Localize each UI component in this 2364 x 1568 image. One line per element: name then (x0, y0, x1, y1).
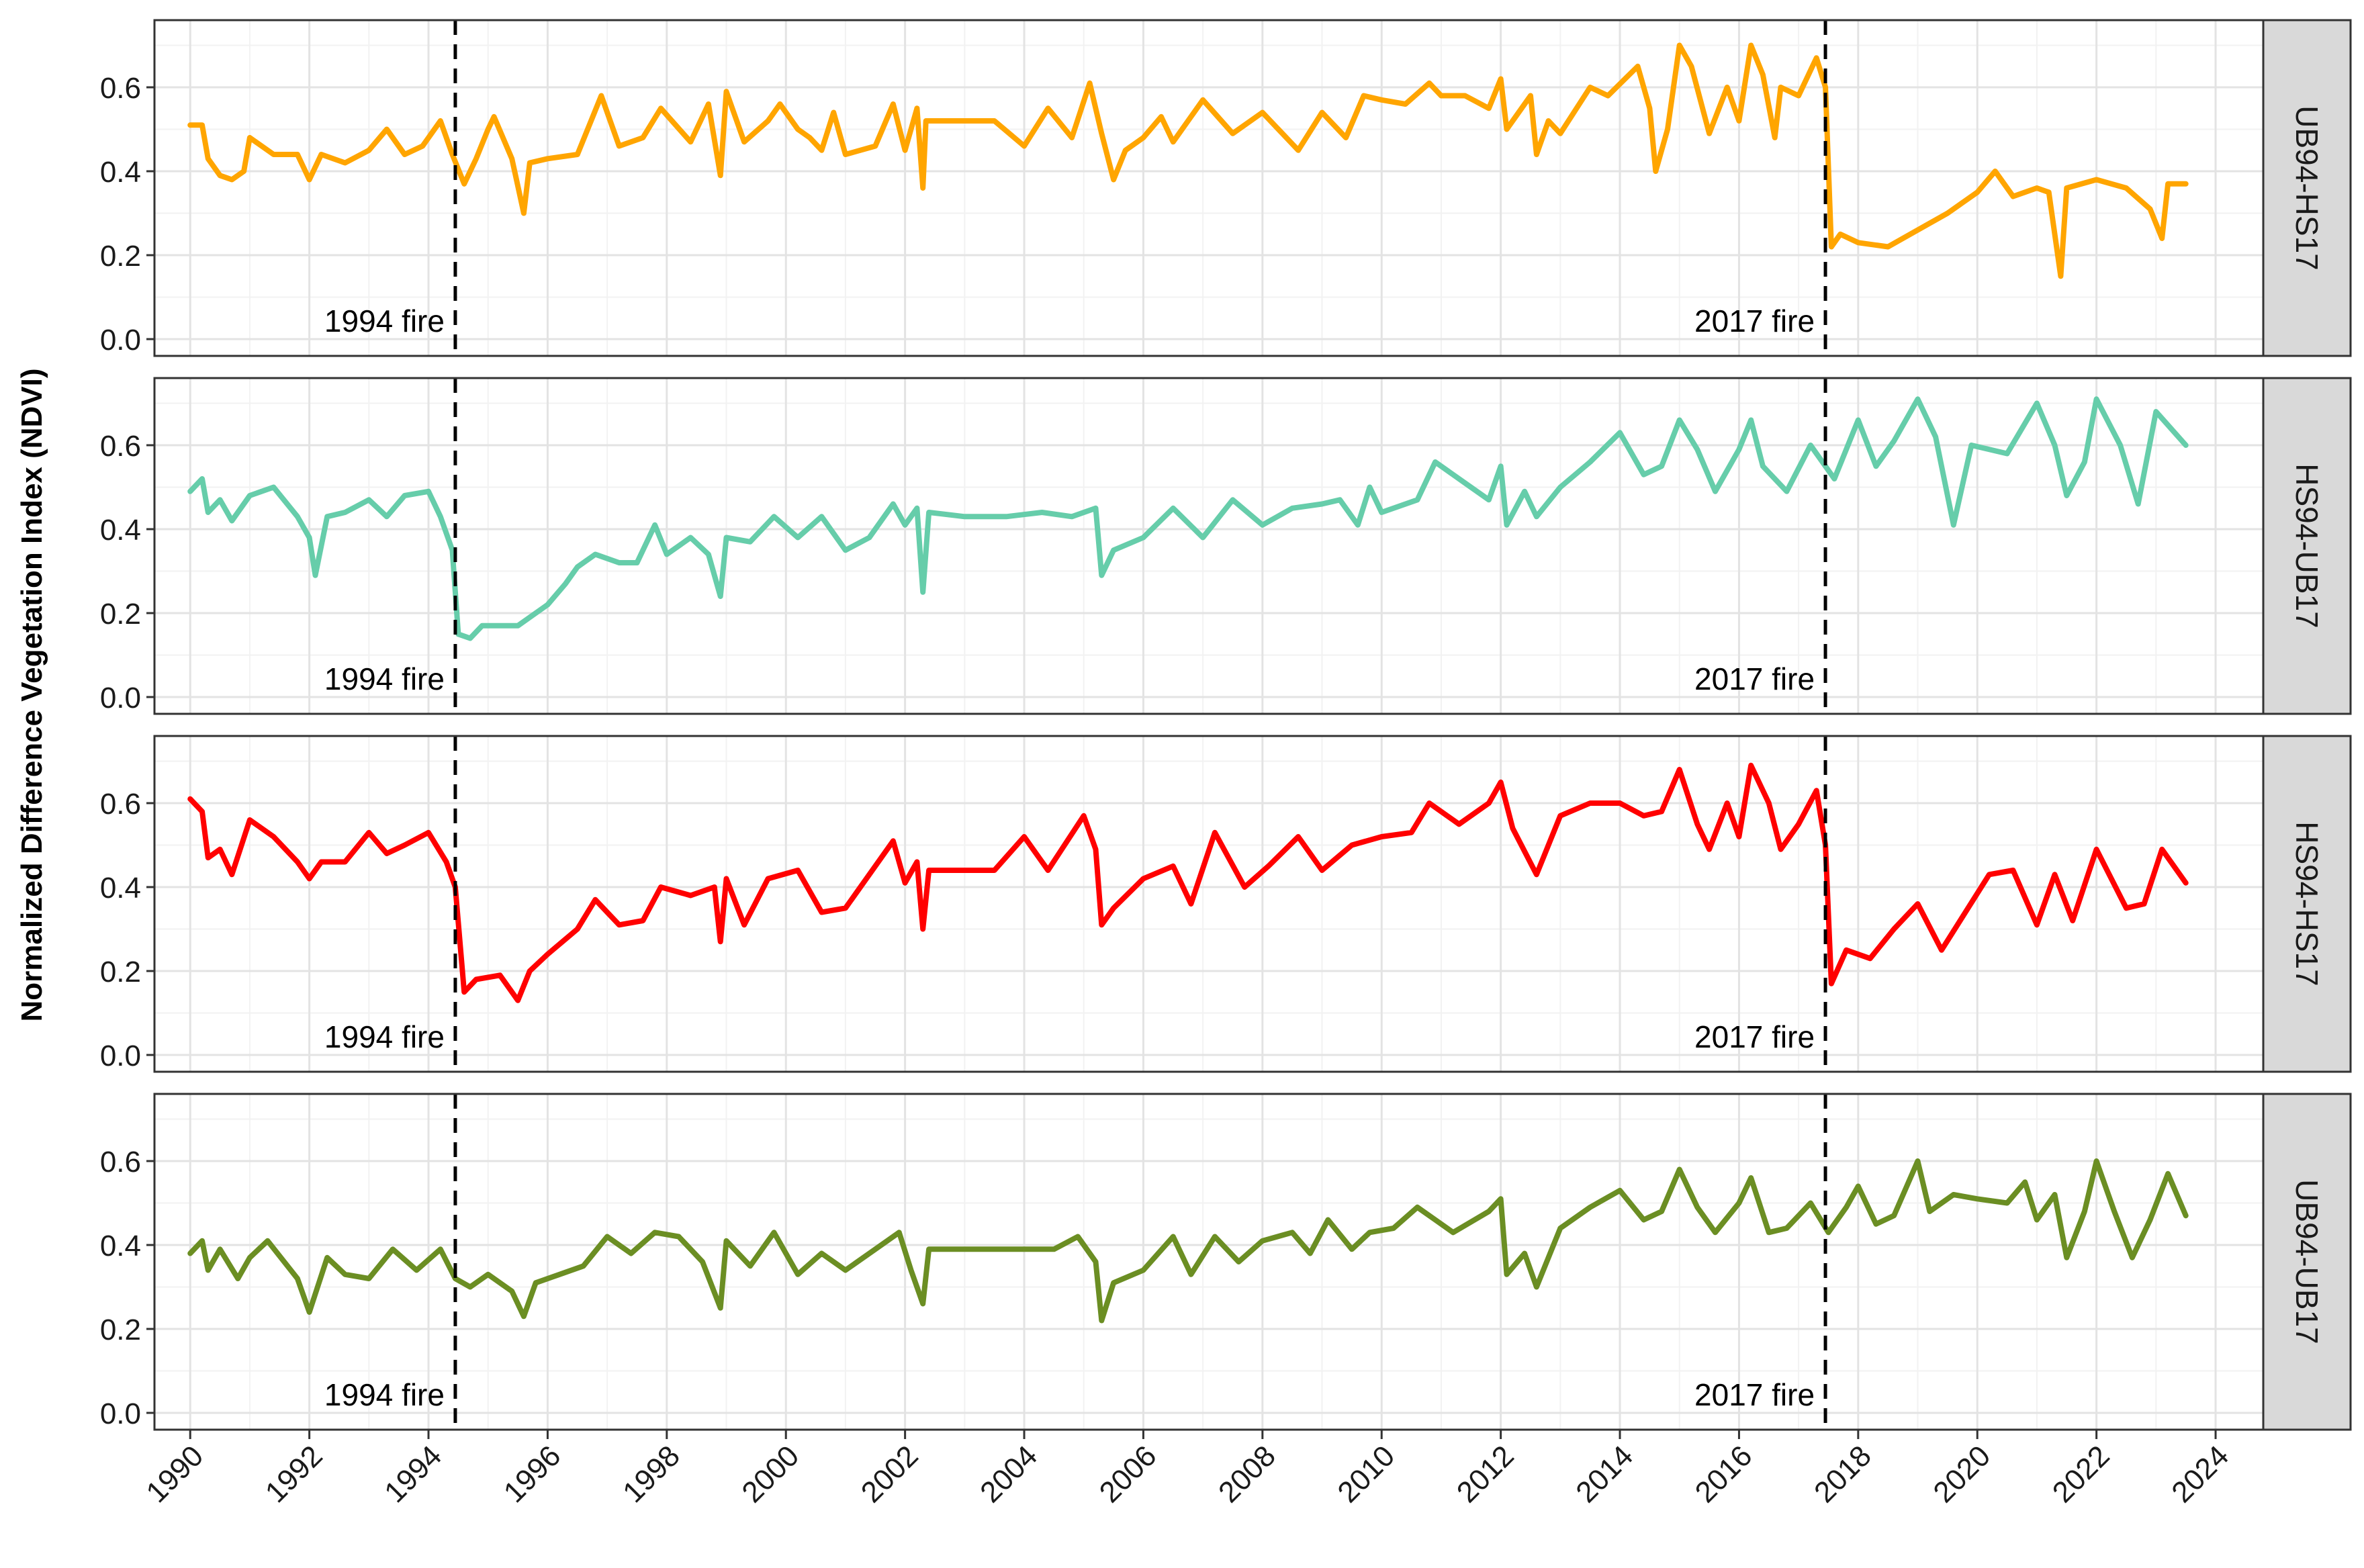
x-tick-label: 1990 (140, 1439, 210, 1509)
panel-ub94-hs17: 1994 fire 2017 fire 0.0 0.2 0.4 0.6 UB94-HS17 (100, 19, 2352, 357)
chart-panels: 1994 fire 2017 fire0.00.20.40.6UB94-HS171… (100, 19, 2352, 1431)
x-tick-label: 1994 (378, 1439, 448, 1509)
x-tick-label: 2012 (1451, 1439, 1520, 1509)
fire-label: 2017 fire (1694, 1377, 1815, 1412)
y-tick-label: 0.0 (100, 682, 141, 714)
fire-label: 2017 fire (1694, 661, 1815, 696)
y-tick-label: 0.6 (100, 788, 141, 821)
panel-background (154, 1094, 2263, 1430)
y-tick-label: 0.6 (100, 1146, 141, 1179)
facet-strip-label: HS94-HS17 (2289, 821, 2324, 986)
series-line-ub94-hs17 (187, 42, 2189, 279)
x-tick-label: 1996 (498, 1439, 567, 1509)
x-tick-label: 1998 (617, 1439, 686, 1509)
panel-background (154, 20, 2263, 356)
x-tick-label: 2016 (1689, 1439, 1759, 1509)
facet-strip (2262, 735, 2352, 1073)
y-tick-label: 0.0 (100, 1040, 141, 1072)
fire-label: 2017 fire (1694, 1019, 1815, 1054)
y-tick-label: 0.0 (100, 324, 141, 357)
facet-strip-label: UB94-UB17 (2289, 1179, 2324, 1344)
series-line-ub94-ub17 (187, 1158, 2189, 1324)
y-tick-label: 0.2 (100, 956, 141, 988)
y-tick-label: 0.4 (100, 872, 141, 905)
x-tick-label: 2000 (735, 1439, 805, 1509)
y-tick-label: 0.2 (100, 240, 141, 273)
facet-strip (2262, 19, 2352, 357)
x-tick-label: 2002 (855, 1439, 925, 1509)
x-tick-label: 2024 (2165, 1439, 2235, 1509)
x-tick-label: 2008 (1212, 1439, 1282, 1509)
y-tick-label: 0.6 (100, 430, 141, 463)
x-tick-label: 2006 (1093, 1439, 1163, 1509)
panel-hs94-ub17: 1994 fire 2017 fire 0.0 0.2 0.4 0.6 HS94-UB17 (100, 377, 2352, 715)
panel-background (154, 736, 2263, 1072)
x-tick-label: 1992 (259, 1439, 329, 1509)
panel-hs94-hs17: 1994 fire 2017 fire 0.0 0.2 0.4 0.6 HS94-HS17 (100, 735, 2352, 1073)
y-tick-label: 0.2 (100, 1313, 141, 1346)
y-tick-label: 0.2 (100, 598, 141, 631)
fire-label: 1994 fire (324, 304, 445, 338)
y-tick-label: 0.6 (100, 72, 141, 105)
x-tick-label: 2022 (2046, 1439, 2116, 1509)
x-tick-label: 2010 (1331, 1439, 1401, 1509)
x-axis: 1990 1992 1994 1996 1998 2000 2002 2004 2006 2008… (140, 1430, 2235, 1509)
fire-label: 1994 fire (324, 1377, 445, 1412)
facet-strip-label: HS94-UB17 (2289, 463, 2324, 628)
y-tick-label: 0.4 (100, 514, 141, 547)
series-line-hs94-hs17 (187, 762, 2189, 1003)
facet-strip-label: UB94-HS17 (2289, 105, 2324, 270)
facet-strip (2262, 377, 2352, 715)
fire-label: 1994 fire (324, 661, 445, 696)
fire-label: 1994 fire (324, 1019, 445, 1054)
x-tick-label: 2004 (974, 1439, 1044, 1509)
panel-background (154, 378, 2263, 714)
x-tick-label: 2014 (1570, 1439, 1639, 1509)
y-tick-label: 0.0 (100, 1397, 141, 1430)
x-tick-label: 2020 (1927, 1439, 1997, 1509)
x-tick-label: 2018 (1808, 1439, 1878, 1509)
facet-strip (2262, 1093, 2352, 1431)
y-tick-label: 0.4 (100, 156, 141, 189)
y-axis-label: Normalized Difference Vegetation Index (… (15, 368, 48, 1021)
panel-ub94-ub17: 1994 fire 2017 fire 0.0 0.2 0.4 0.6 UB94-UB17 (100, 1093, 2352, 1431)
fire-label: 2017 fire (1694, 304, 1815, 338)
y-tick-label: 0.4 (100, 1230, 141, 1262)
